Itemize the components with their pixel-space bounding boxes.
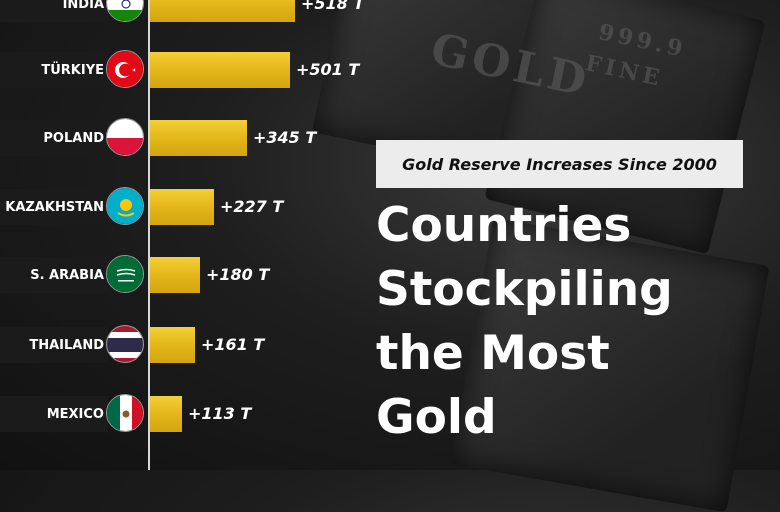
data-label: +518 T <box>301 0 365 13</box>
data-label: +113 T <box>188 404 252 423</box>
chart-subtitle: Gold Reserve Increases Since 2000 <box>376 140 743 188</box>
bar <box>150 327 195 363</box>
bar-row: INDIA +518 T <box>0 0 780 22</box>
bar-row: S. ARABIA +180 T <box>0 255 780 293</box>
data-label: +345 T <box>253 128 317 147</box>
chart-title-line: the Most <box>376 326 610 381</box>
category-label: MEXICO <box>0 396 108 432</box>
data-label: +501 T <box>296 60 360 79</box>
bar <box>150 120 247 156</box>
category-label: POLAND <box>0 120 108 156</box>
chart-axis-line <box>148 0 150 470</box>
mexico-flag-icon <box>106 394 144 432</box>
bar <box>150 396 182 432</box>
category-label: INDIA <box>0 0 108 22</box>
chart-title-line: Stockpiling <box>376 262 673 317</box>
bar <box>150 189 214 225</box>
chart-title: Countries Stockpiling the Most Gold <box>376 194 673 450</box>
category-label: THAILAND <box>0 327 108 363</box>
bar-row: MEXICO +113 T <box>0 394 780 432</box>
india-flag-icon <box>106 0 144 22</box>
bar <box>150 52 290 88</box>
turkiye-flag-icon <box>106 50 144 88</box>
category-label: KAZAKHSTAN <box>0 189 108 225</box>
category-label: TÜRKIYE <box>0 52 108 88</box>
poland-flag-icon <box>106 118 144 156</box>
bar <box>150 0 295 22</box>
bar-row: TÜRKIYE +501 T <box>0 50 780 88</box>
data-label: +227 T <box>220 197 284 216</box>
bar-row: POLAND +345 T <box>0 118 780 156</box>
category-label: S. ARABIA <box>0 257 108 293</box>
data-label: +180 T <box>206 265 270 284</box>
data-label: +161 T <box>201 335 265 354</box>
chart-title-line: Gold <box>376 390 497 445</box>
bar-row: THAILAND +161 T <box>0 325 780 363</box>
kazakhstan-flag-icon <box>106 187 144 225</box>
saudi-arabia-flag-icon <box>106 255 144 293</box>
chart-title-line: Countries <box>376 198 632 253</box>
thailand-flag-icon <box>106 325 144 363</box>
bar <box>150 257 200 293</box>
bar-row: KAZAKHSTAN +227 T <box>0 187 780 225</box>
